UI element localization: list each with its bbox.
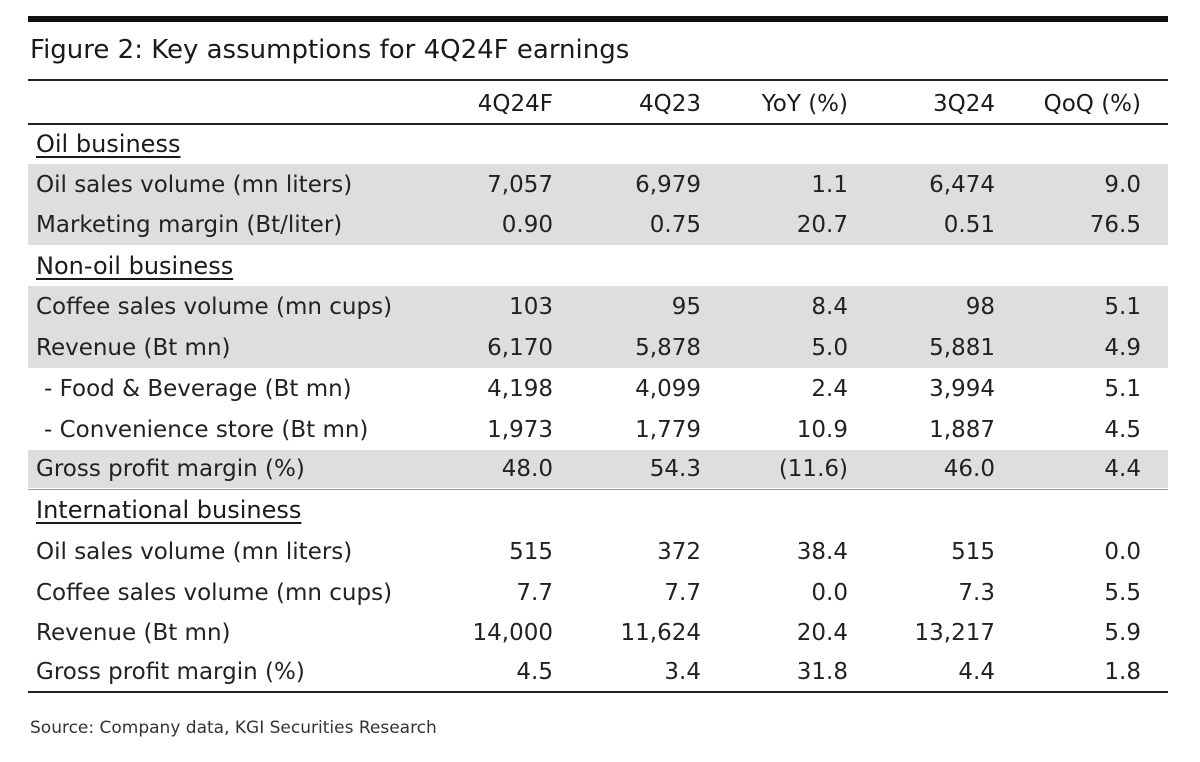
value-3q24: 6,474 [929,171,995,198]
value-yoy: 20.7 [796,212,848,238]
value-3q24: 1,887 [929,416,995,443]
value-yoy: 20.4 [796,620,848,646]
value-qoq: 4.4 [1104,456,1141,482]
section-row-international-business: International business [28,490,1168,530]
value-4q24f: 1,973 [487,416,553,443]
table-bottom-rule [28,691,1168,693]
section-row-oil-business: Oil business [28,124,1168,163]
value-4q24f: 7,057 [487,171,553,198]
row-label: Revenue (Bt mn) [36,620,231,646]
value-4q24f: 6,170 [487,334,553,361]
value-4q24f: 4.5 [516,659,553,685]
value-3q24: 4.4 [958,659,995,685]
header-row: 4Q24F 4Q23 YoY (%) 3Q24 QoQ (%) [28,84,1168,124]
value-3q24: 7.3 [958,579,995,606]
header-bottom-rule [28,123,1168,125]
assumptions-table: 4Q24F 4Q23 YoY (%) 3Q24 QoQ (%) Oil busi… [28,0,1168,762]
row-label: Coffee sales volume (mn cups) [36,579,393,606]
section-divider-rule [28,489,1168,490]
top-rule [28,16,1168,22]
value-4q23: 1,779 [635,416,701,443]
value-qoq: 5.1 [1104,293,1141,320]
value-yoy: 1.1 [811,171,848,198]
value-yoy: 0.0 [811,579,848,606]
value-qoq: 1.8 [1104,659,1141,685]
row-label: Oil sales volume (mn liters) [36,171,353,198]
value-4q23: 0.75 [649,212,701,238]
value-yoy: (11.6) [778,456,848,482]
value-qoq: 5.1 [1104,375,1141,402]
row-label: Coffee sales volume (mn cups) [36,293,393,320]
column-header-4q23: 4Q23 [638,91,701,117]
value-qoq: 0.0 [1104,538,1141,565]
value-yoy: 5.0 [811,334,848,361]
source-note: Source: Company data, KGI Securities Res… [30,718,437,738]
row-label: - Convenience store (Bt mn) [44,416,369,443]
value-4q23: 5,878 [635,334,701,361]
table-row: - Food & Beverage (Bt mn) 4,198 4,099 2.… [28,368,1168,409]
section-title-non-oil-business: Non-oil business [36,251,234,280]
value-3q24: 3,994 [929,375,995,402]
value-qoq: 9.0 [1104,171,1141,198]
value-4q23: 95 [671,293,701,320]
row-label: - Food & Beverage (Bt mn) [44,375,352,402]
value-4q23: 54.3 [649,456,701,482]
header-top-rule [28,79,1168,81]
value-3q24: 515 [951,538,995,565]
value-yoy: 10.9 [796,416,848,443]
table-row: Marketing margin (Bt/liter) 0.90 0.75 20… [28,205,1168,245]
table-row: Oil sales volume (mn liters) 7,057 6,979… [28,164,1168,205]
value-4q23: 6,979 [635,171,701,198]
table-row: Coffee sales volume (mn cups) 7.7 7.7 0.… [28,572,1168,613]
value-4q24f: 14,000 [472,620,553,646]
value-4q24f: 515 [509,538,553,565]
table-row: - Convenience store (Bt mn) 1,973 1,779 … [28,409,1168,450]
row-label: Marketing margin (Bt/liter) [36,212,343,238]
table-row: Revenue (Bt mn) 6,170 5,878 5.0 5,881 4.… [28,327,1168,368]
section-title-international-business: International business [36,496,302,524]
row-label: Gross profit margin (%) [36,659,305,685]
value-yoy: 31.8 [796,659,848,685]
table-row: Gross profit margin (%) 48.0 54.3 (11.6)… [28,450,1168,488]
value-yoy: 8.4 [811,293,848,320]
table-row: Coffee sales volume (mn cups) 103 95 8.4… [28,286,1168,327]
row-label: Gross profit margin (%) [36,456,305,482]
value-4q23: 7.7 [664,579,701,606]
value-3q24: 13,217 [914,620,995,646]
column-header-qoq: QoQ (%) [1043,91,1141,117]
table-row: Gross profit margin (%) 4.5 3.4 31.8 4.4… [28,653,1168,691]
value-4q24f: 103 [509,293,553,320]
value-qoq: 5.9 [1104,620,1141,646]
column-header-yoy: YoY (%) [761,91,848,117]
value-4q24f: 0.90 [501,212,553,238]
column-header-3q24: 3Q24 [932,91,995,117]
value-4q24f: 7.7 [516,579,553,606]
value-yoy: 38.4 [796,538,848,565]
value-3q24: 0.51 [943,212,995,238]
figure-title: Figure 2: Key assumptions for 4Q24F earn… [30,35,630,65]
section-row-non-oil-business: Non-oil business [28,246,1168,285]
value-qoq: 4.5 [1104,416,1141,443]
value-4q23: 4,099 [635,375,701,402]
table-row: Revenue (Bt mn) 14,000 11,624 20.4 13,21… [28,613,1168,653]
value-qoq: 76.5 [1089,212,1141,238]
value-qoq: 4.9 [1104,334,1141,361]
value-3q24: 46.0 [943,456,995,482]
value-4q24f: 4,198 [487,375,553,402]
value-4q24f: 48.0 [501,456,553,482]
table-row: Oil sales volume (mn liters) 515 372 38.… [28,531,1168,572]
value-4q23: 372 [657,538,701,565]
section-title-oil-business: Oil business [36,129,181,158]
row-label: Revenue (Bt mn) [36,334,231,361]
row-label: Oil sales volume (mn liters) [36,538,353,565]
column-header-4q24f: 4Q24F [477,91,553,117]
value-3q24: 98 [965,293,995,320]
value-3q24: 5,881 [929,334,995,361]
value-qoq: 5.5 [1104,579,1141,606]
value-4q23: 11,624 [620,620,701,646]
value-yoy: 2.4 [811,375,848,402]
value-4q23: 3.4 [664,659,701,685]
